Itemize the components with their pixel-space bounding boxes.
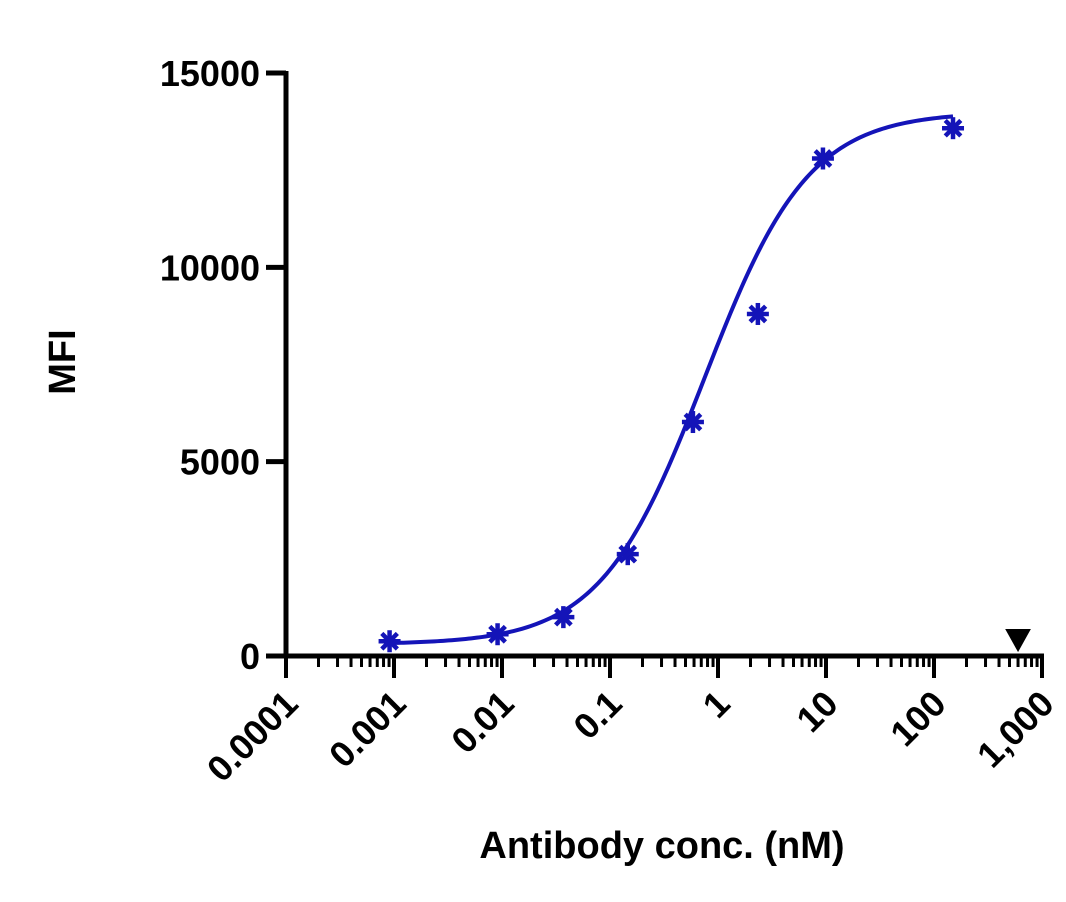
y-tick-label: 5000 [180, 442, 260, 483]
x-tick-label: 1,000 [969, 683, 1062, 776]
data-points-layer [378, 117, 1031, 653]
data-point [746, 302, 769, 325]
fit-curve-series-0 [389, 114, 954, 646]
tick-labels-layer: 0 5000 10000 15000 0.0001 0.001 0.01 0.1 1 10 100 1… [160, 53, 1062, 790]
x-tick-label: 0.01 [443, 683, 522, 762]
x-tick-label: 0.1 [565, 683, 629, 747]
data-point [552, 606, 575, 629]
y-tick-label: 15000 [160, 53, 260, 94]
x-tick-label: 100 [882, 683, 953, 754]
x-axis-title: Antibody conc. (nM) [479, 825, 844, 867]
x-tick-label: 0.0001 [199, 683, 306, 790]
x-tick-label: 10 [788, 683, 845, 740]
data-point [942, 117, 965, 140]
y-axis-title: MFI [42, 329, 84, 394]
x-tick-label: 1 [695, 683, 738, 726]
data-point [1005, 628, 1031, 653]
data-point [486, 623, 509, 646]
y-tick-label: 10000 [160, 247, 260, 288]
fit-curve-layer [389, 114, 954, 646]
data-point [811, 147, 834, 170]
x-tick-label: 0.001 [321, 683, 414, 776]
data-point [616, 543, 639, 566]
data-point [378, 630, 401, 653]
data-point [681, 411, 704, 434]
y-tick-label: 0 [240, 636, 260, 677]
axes [266, 70, 1044, 678]
